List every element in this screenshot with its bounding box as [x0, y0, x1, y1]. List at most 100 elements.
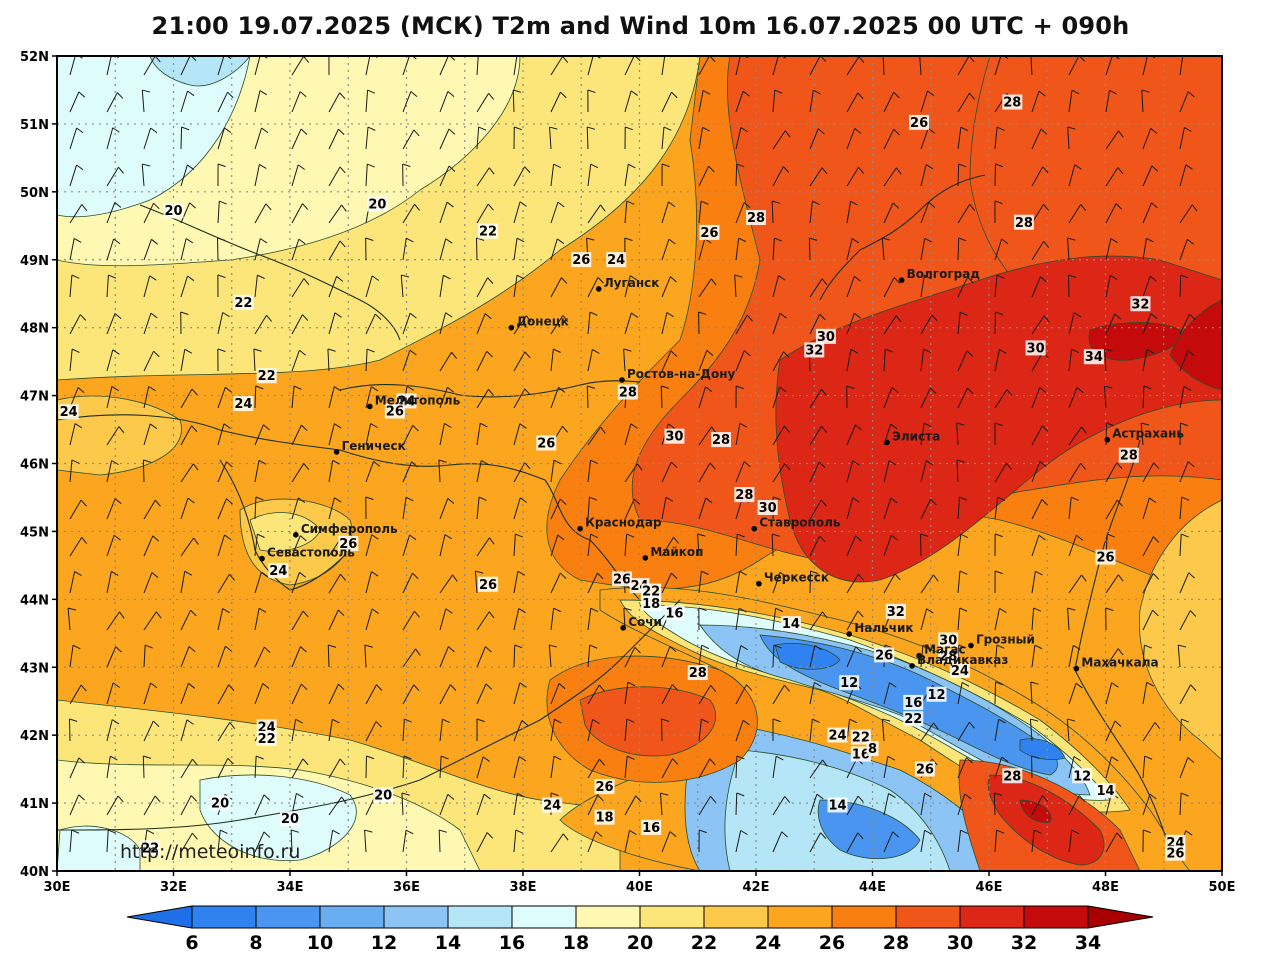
wind-barb [920, 498, 937, 520]
wind-barb [69, 91, 86, 113]
wind-barb [69, 423, 83, 446]
contour-label: 12 [926, 686, 947, 703]
wind-barb [254, 238, 268, 261]
wind-barbs [67, 56, 1198, 853]
wind-barb [254, 424, 270, 446]
city-dot [642, 555, 649, 561]
wind-barb [883, 831, 899, 853]
wind-barb [106, 274, 117, 298]
wind-barb [328, 92, 346, 113]
wind-barb [328, 204, 347, 224]
wind-barb [957, 570, 968, 594]
wind-barb [402, 312, 417, 335]
wind-barb [365, 163, 375, 187]
wind-barb [291, 314, 309, 335]
wind-barb [587, 758, 605, 779]
city-marker: Донецк [508, 315, 569, 331]
wind-barb [439, 498, 455, 520]
wind-barb [587, 89, 596, 113]
wind-barb [1179, 164, 1193, 187]
wind-barb [365, 721, 382, 742]
wind-barb [328, 718, 340, 742]
wind-barb [920, 460, 934, 483]
wind-barb [1140, 422, 1150, 446]
wind-barb [661, 201, 676, 224]
wind-barb [698, 200, 709, 224]
wind-barb [180, 126, 190, 150]
wind-barb [1105, 89, 1117, 113]
colorbar-label: 14 [435, 932, 461, 954]
wind-barb [846, 128, 862, 150]
city-marker: Магас [916, 643, 966, 659]
wind-barb [474, 570, 484, 594]
wind-barb [809, 645, 822, 668]
contour-label: 22 [256, 368, 277, 384]
contour-label-text: 16 [665, 606, 683, 621]
wind-barb [476, 237, 485, 261]
city-marker: Геническ [333, 439, 406, 455]
wind-barb [291, 278, 310, 298]
wind-barb [883, 682, 897, 705]
wind-barb [106, 571, 119, 594]
wind-barb [69, 204, 88, 224]
wind-barb [550, 683, 566, 705]
wind-barb [587, 831, 603, 853]
contour-label: 14 [1095, 783, 1116, 799]
wind-barb [698, 497, 713, 520]
wind-barb [1031, 241, 1050, 261]
wind-barb [254, 385, 264, 409]
wind-barb [735, 755, 745, 779]
wind-barb [1142, 497, 1157, 520]
wind-barb [402, 755, 412, 779]
wind-barb [402, 237, 414, 261]
wind-barb [1068, 644, 1081, 668]
wind-barb [365, 313, 382, 335]
wind-barb [698, 462, 716, 483]
wind-barb [772, 718, 781, 742]
wind-barb [883, 793, 896, 816]
wind-barb [883, 315, 902, 335]
wind-barb [1142, 722, 1161, 742]
wind-barb [1141, 89, 1150, 113]
wind-barb [550, 277, 568, 298]
colorbar-label: 10 [307, 932, 333, 954]
contour-label: 22 [256, 730, 277, 747]
wind-barb [328, 166, 346, 187]
wind-barb [1068, 164, 1082, 187]
wind-barb [920, 202, 936, 224]
wind-barb [957, 311, 968, 335]
city-marker: Элиста [884, 429, 940, 446]
city-marker: Нальчик [846, 621, 914, 637]
wind-barb [513, 682, 527, 705]
wind-barb [439, 201, 454, 224]
wind-barb [476, 832, 494, 853]
wind-barb [772, 351, 790, 372]
wind-barb [661, 126, 672, 150]
wind-barb [994, 238, 1009, 261]
wind-barb [1031, 499, 1048, 520]
wind-barb [994, 163, 1004, 187]
contour-label: 26 [594, 779, 615, 795]
wind-barb [846, 92, 864, 113]
contour-label-text: 32 [805, 343, 823, 358]
city-name: Астрахань [1112, 427, 1184, 441]
wind-barb [1031, 276, 1047, 298]
wind-barb [772, 607, 784, 631]
contour-label-text: 26 [537, 436, 555, 451]
contour-label: 12 [1072, 768, 1093, 784]
wind-barb [1068, 387, 1084, 409]
wind-barb [698, 278, 717, 298]
wind-barb [587, 794, 604, 816]
wind-barb [69, 571, 82, 594]
wind-barb [957, 681, 970, 705]
wind-barb [587, 719, 600, 742]
wind-barb [883, 202, 900, 224]
contour-label-text: 26 [596, 780, 614, 795]
contour-label-text: 34 [1085, 350, 1103, 365]
wind-barb [439, 718, 450, 742]
wind-barb [69, 684, 87, 705]
wind-barb [957, 163, 967, 187]
wind-barb [550, 534, 565, 557]
contour-label-text: 20 [281, 812, 299, 827]
wind-barb [624, 126, 633, 150]
